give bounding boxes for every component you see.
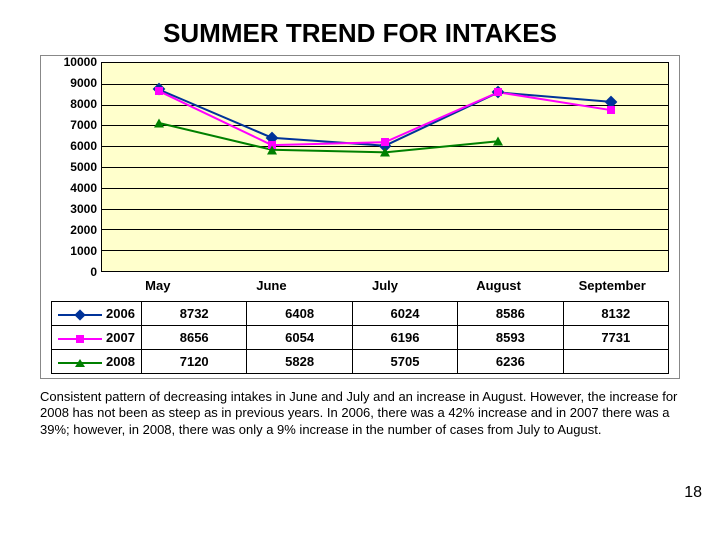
table-cell: 8656 (142, 326, 247, 350)
marker-2007 (494, 88, 502, 96)
table-cell: 7120 (142, 350, 247, 374)
y-tick-label: 0 (90, 265, 97, 279)
marker-2007 (607, 106, 615, 114)
data-table: 2006 87326408602485868132 2007 865660546196… (51, 301, 669, 374)
table-cell: 5705 (352, 350, 457, 374)
table-cell: 8732 (142, 302, 247, 326)
y-tick-label: 7000 (70, 118, 97, 132)
table-cell (563, 350, 668, 374)
plot-area (101, 62, 669, 272)
x-tick-label: September (555, 272, 669, 299)
y-tick-label: 2000 (70, 223, 97, 237)
caption-text: Consistent pattern of decreasing intakes… (40, 389, 680, 438)
y-tick-label: 8000 (70, 97, 97, 111)
y-axis: 0100020003000400050006000700080009000100… (51, 62, 101, 272)
marker-2008 (154, 118, 164, 127)
marker-2008 (380, 148, 390, 157)
x-axis: MayJuneJulyAugustSeptember (101, 272, 669, 299)
y-tick-label: 4000 (70, 181, 97, 195)
marker-2008 (493, 137, 503, 146)
slide-title: SUMMER TREND FOR INTAKES (40, 18, 680, 49)
plot-wrap: 0100020003000400050006000700080009000100… (51, 62, 669, 272)
y-tick-label: 1000 (70, 244, 97, 258)
table-cell: 7731 (563, 326, 668, 350)
legend-cell-2007: 2007 (52, 326, 142, 350)
y-tick-label: 6000 (70, 139, 97, 153)
marker-2008 (267, 145, 277, 154)
marker-2007 (155, 87, 163, 95)
table-row: 2007 86566054619685937731 (52, 326, 669, 350)
chart-container: 0 1000 2000 3000 4000 5000 6000 7000 8000 9000 100… (40, 55, 680, 379)
y-tick-label: 5000 (70, 160, 97, 174)
table-row: 2006 87326408602485868132 (52, 302, 669, 326)
x-tick-label: June (215, 272, 329, 299)
legend-cell-2006: 2006 (52, 302, 142, 326)
table-cell: 6196 (352, 326, 457, 350)
marker-2007 (381, 138, 389, 146)
legend-label: 2008 (106, 354, 135, 369)
x-tick-label: July (328, 272, 442, 299)
legend-cell-2008: 2008 (52, 350, 142, 374)
page-number: 18 (684, 484, 702, 502)
plot-markers (102, 63, 668, 271)
y-tick-label: 3000 (70, 202, 97, 216)
table-cell: 8586 (458, 302, 563, 326)
x-tick-label: May (101, 272, 215, 299)
table-cell: 6024 (352, 302, 457, 326)
legend-label: 2006 (106, 306, 135, 321)
table-cell: 6054 (247, 326, 352, 350)
table-cell: 5828 (247, 350, 352, 374)
x-tick-label: August (442, 272, 556, 299)
marker-2006 (607, 97, 616, 106)
table-cell: 8593 (458, 326, 563, 350)
table-cell: 6236 (458, 350, 563, 374)
y-tick-label: 10000 (64, 55, 97, 69)
legend-label: 2007 (106, 330, 135, 345)
table-cell: 8132 (563, 302, 668, 326)
y-tick-label: 9000 (70, 76, 97, 90)
table-cell: 6408 (247, 302, 352, 326)
table-row: 2008 7120582857056236 (52, 350, 669, 374)
slide: SUMMER TREND FOR INTAKES 0 1000 2000 3000 40… (0, 0, 720, 540)
